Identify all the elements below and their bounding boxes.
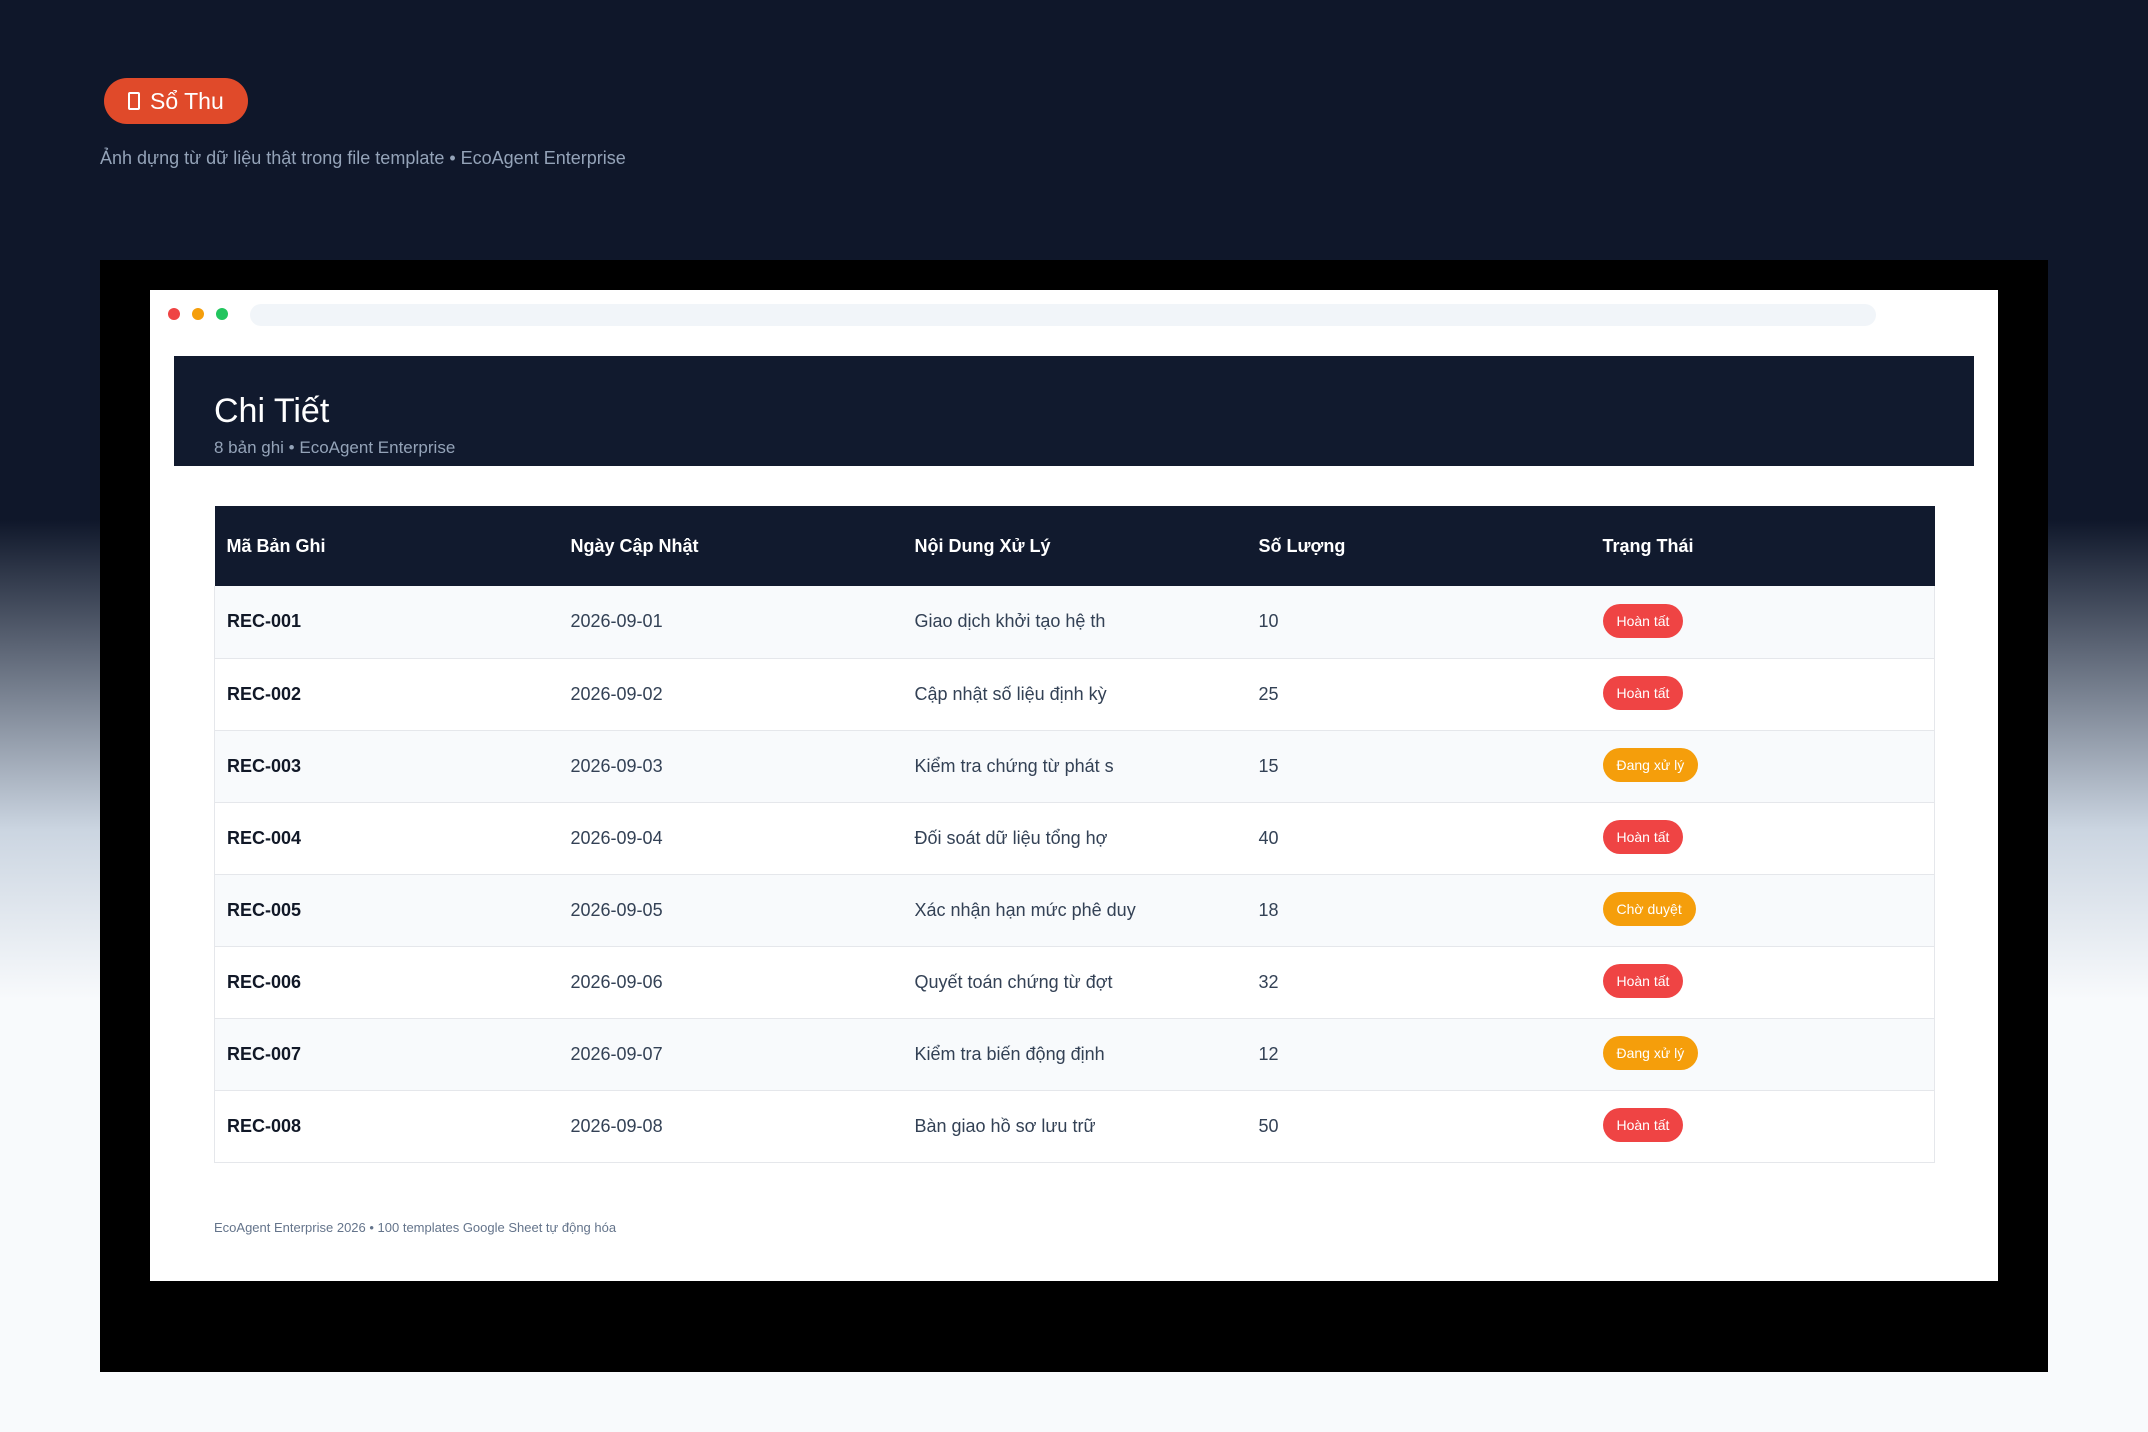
- record-status-cell: Hoàn tất: [1591, 586, 1935, 658]
- record-date: 2026-09-01: [570, 611, 663, 632]
- status-badge: Hoàn tất: [1602, 676, 1684, 710]
- footer-text: EcoAgent Enterprise 2026 • 100 templates…: [214, 1220, 617, 1235]
- record-code: REC-001: [227, 611, 302, 632]
- status-badge: Hoàn tất: [1602, 820, 1684, 854]
- page-title: Chi Tiết: [214, 392, 330, 430]
- record-status-cell: Hoàn tất: [1591, 658, 1935, 730]
- record-content: Kiểm tra biến động định: [914, 1043, 1105, 1064]
- record-content: Quyết toán chứng từ đợt: [914, 971, 1113, 992]
- column-header-status[interactable]: Trạng Thái: [1602, 535, 1694, 556]
- template-badge[interactable]: Sổ Thu: [104, 78, 248, 124]
- record-status-cell: Hoàn tất: [1591, 802, 1935, 874]
- column-header-content[interactable]: Nội Dung Xử Lý: [914, 535, 1051, 556]
- record-code: REC-005: [227, 899, 302, 920]
- record-quantity: 15: [1258, 755, 1279, 776]
- minimize-dot-icon[interactable]: [192, 308, 204, 320]
- record-quantity: 12: [1258, 1043, 1279, 1064]
- document-icon: [128, 92, 140, 110]
- status-badge: Hoàn tất: [1602, 1108, 1684, 1142]
- records-table: Mã Bản Ghi Ngày Cập Nhật Nội Dung Xử Lý …: [214, 506, 1935, 1163]
- table-row[interactable]: REC-002 2026-09-02 Cập nhật số liệu định k…: [214, 658, 1935, 730]
- screenshot-frame: Chi Tiết 8 bản ghi • EcoAgent Enterprise…: [100, 260, 2048, 1372]
- record-content: Đối soát dữ liệu tổng hợ: [914, 827, 1108, 848]
- record-date: 2026-09-02: [570, 683, 663, 704]
- top-subtitle: Ảnh dựng từ dữ liệu thật trong file temp…: [100, 148, 626, 168]
- browser-window: Chi Tiết 8 bản ghi • EcoAgent Enterprise…: [150, 290, 1998, 1281]
- window-controls: [168, 308, 228, 320]
- table-row[interactable]: REC-008 2026-09-08 Bàn giao hồ sơ lưu trữ 5…: [214, 1090, 1935, 1162]
- record-content: Cập nhật số liệu định kỳ: [914, 683, 1107, 704]
- column-header-date[interactable]: Ngày Cập Nhật: [570, 535, 699, 556]
- status-badge: Đang xử lý: [1602, 1036, 1699, 1070]
- table-row[interactable]: REC-007 2026-09-07 Kiểm tra biến động định…: [214, 1018, 1935, 1090]
- table-row[interactable]: REC-003 2026-09-03 Kiểm tra chứng từ phát …: [214, 730, 1935, 802]
- page-meta: 8 bản ghi • EcoAgent Enterprise: [214, 438, 456, 457]
- record-code: REC-003: [227, 755, 302, 776]
- record-code: REC-007: [227, 1043, 302, 1064]
- record-code: REC-008: [227, 1115, 302, 1136]
- record-date: 2026-09-06: [570, 971, 663, 992]
- table-header-row: Mã Bản Ghi Ngày Cập Nhật Nội Dung Xử Lý …: [214, 506, 1935, 586]
- record-code: REC-004: [227, 827, 302, 848]
- record-code: REC-006: [227, 971, 302, 992]
- record-status-cell: Đang xử lý: [1591, 1018, 1935, 1090]
- record-quantity: 32: [1258, 971, 1279, 992]
- record-quantity: 25: [1258, 683, 1279, 704]
- sheet-header: Chi Tiết 8 bản ghi • EcoAgent Enterprise: [174, 356, 1974, 466]
- record-status-cell: Đang xử lý: [1591, 730, 1935, 802]
- address-bar[interactable]: [250, 304, 1876, 326]
- record-date: 2026-09-08: [570, 1115, 663, 1136]
- record-content: Xác nhận hạn mức phê duy: [914, 899, 1136, 920]
- close-dot-icon[interactable]: [168, 308, 180, 320]
- record-date: 2026-09-03: [570, 755, 663, 776]
- table-row[interactable]: REC-005 2026-09-05 Xác nhận hạn mức phê du…: [214, 874, 1935, 946]
- record-quantity: 18: [1258, 899, 1279, 920]
- template-badge-label: Sổ Thu: [150, 87, 224, 114]
- record-content: Bàn giao hồ sơ lưu trữ: [914, 1115, 1096, 1136]
- record-content: Giao dịch khởi tạo hệ th: [914, 611, 1106, 632]
- table-row[interactable]: REC-004 2026-09-04 Đối soát dữ liệu tổng h…: [214, 802, 1935, 874]
- table-row[interactable]: REC-001 2026-09-01 Giao dịch khởi tạo hệ t…: [214, 586, 1935, 658]
- status-badge: Đang xử lý: [1602, 748, 1699, 782]
- record-content: Kiểm tra chứng từ phát s: [914, 755, 1114, 776]
- record-quantity: 50: [1258, 1115, 1279, 1136]
- record-quantity: 40: [1258, 827, 1279, 848]
- record-status-cell: Hoàn tất: [1591, 946, 1935, 1018]
- table-row[interactable]: REC-006 2026-09-06 Quyết toán chứng từ đợt…: [214, 946, 1935, 1018]
- record-quantity: 10: [1258, 611, 1279, 632]
- status-badge: Hoàn tất: [1602, 603, 1684, 638]
- record-date: 2026-09-05: [570, 899, 663, 920]
- column-header-code[interactable]: Mã Bản Ghi: [226, 535, 326, 556]
- record-status-cell: Chờ duyệt: [1591, 874, 1935, 946]
- record-code: REC-002: [227, 683, 302, 704]
- record-date: 2026-09-07: [570, 1043, 663, 1064]
- record-date: 2026-09-04: [570, 827, 663, 848]
- status-badge: Hoàn tất: [1602, 964, 1684, 998]
- record-status-cell: Hoàn tất: [1591, 1090, 1935, 1162]
- status-badge: Chờ duyệt: [1602, 892, 1696, 926]
- column-header-qty[interactable]: Số Lượng: [1258, 535, 1346, 556]
- maximize-dot-icon[interactable]: [216, 308, 228, 320]
